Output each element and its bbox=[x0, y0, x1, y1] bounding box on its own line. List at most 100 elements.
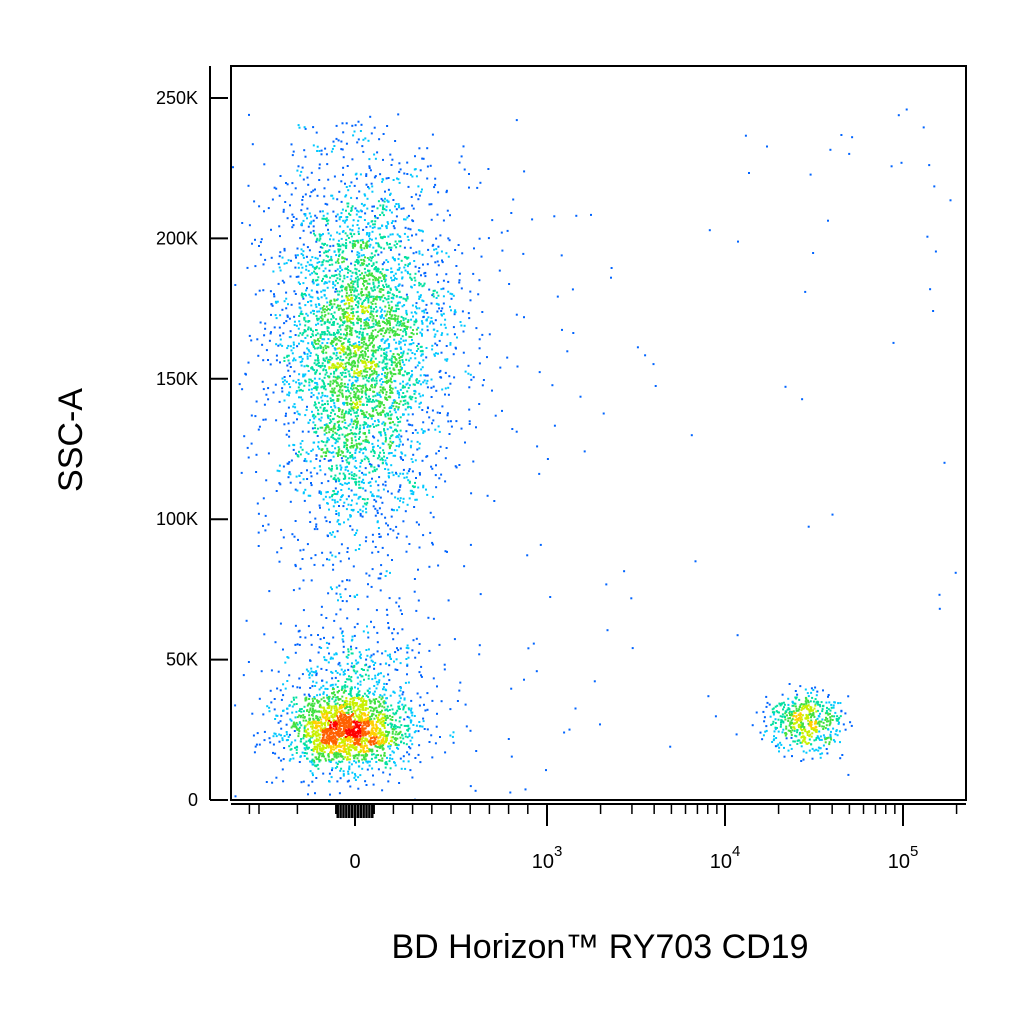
event-dot bbox=[368, 258, 371, 261]
event-dot bbox=[331, 769, 333, 772]
event-dot bbox=[339, 225, 342, 228]
event-dot bbox=[400, 351, 403, 354]
event-dot bbox=[349, 392, 352, 395]
event-dot bbox=[391, 314, 394, 317]
event-dot bbox=[317, 346, 320, 349]
event-dot bbox=[325, 732, 328, 735]
event-dot bbox=[341, 420, 344, 423]
event-dot bbox=[349, 409, 352, 412]
event-dot bbox=[326, 491, 329, 493]
event-dot bbox=[339, 464, 342, 467]
event-dot bbox=[336, 492, 339, 495]
event-dot bbox=[414, 429, 417, 432]
event-dot bbox=[446, 209, 449, 212]
event-dot bbox=[290, 259, 292, 262]
event-dot bbox=[302, 256, 305, 259]
event-dot bbox=[315, 353, 318, 356]
event-dot bbox=[342, 713, 345, 716]
event-dot bbox=[394, 449, 397, 452]
event-dot bbox=[292, 150, 295, 153]
event-dot bbox=[399, 484, 402, 487]
event-dot bbox=[309, 460, 312, 463]
event-dot bbox=[417, 381, 420, 384]
event-dot bbox=[406, 382, 409, 385]
event-dot bbox=[355, 502, 358, 505]
event-dot bbox=[405, 325, 408, 328]
event-dot bbox=[322, 692, 325, 695]
event-dot bbox=[371, 748, 374, 751]
event-dot bbox=[356, 682, 359, 685]
event-dot bbox=[255, 453, 258, 456]
event-dot bbox=[307, 225, 310, 228]
event-dot bbox=[365, 536, 368, 539]
event-dot bbox=[305, 312, 308, 315]
event-dot bbox=[288, 394, 290, 397]
event-dot bbox=[311, 727, 314, 730]
event-dot bbox=[292, 346, 295, 349]
event-dot bbox=[350, 344, 353, 347]
event-dot bbox=[349, 353, 352, 356]
event-dot bbox=[375, 724, 378, 727]
event-dot bbox=[461, 252, 464, 255]
event-dot bbox=[324, 724, 326, 727]
event-dot bbox=[377, 284, 380, 287]
event-dot bbox=[408, 497, 411, 500]
event-dot bbox=[329, 731, 332, 734]
event-dot bbox=[420, 354, 423, 357]
event-dot bbox=[304, 337, 307, 339]
event-dot bbox=[365, 386, 367, 389]
event-dot bbox=[385, 209, 388, 212]
event-dot bbox=[384, 398, 387, 401]
event-dot bbox=[335, 365, 338, 368]
event-dot bbox=[391, 402, 394, 405]
event-dot bbox=[398, 301, 401, 304]
event-dot bbox=[316, 145, 319, 148]
event-dot bbox=[282, 210, 285, 213]
event-dot bbox=[333, 303, 336, 306]
event-dot bbox=[371, 185, 374, 188]
event-dot bbox=[304, 373, 307, 376]
event-dot bbox=[343, 375, 346, 378]
event-dot bbox=[354, 478, 357, 481]
event-dot bbox=[338, 273, 341, 276]
event-dot bbox=[329, 380, 332, 383]
event-dot bbox=[339, 248, 342, 251]
event-dot bbox=[335, 438, 338, 441]
event-dot bbox=[262, 497, 265, 500]
event-dot bbox=[389, 410, 392, 413]
event-dot bbox=[430, 378, 433, 381]
event-dot bbox=[354, 726, 357, 729]
event-dot bbox=[406, 472, 409, 475]
event-dot bbox=[322, 772, 325, 775]
event-dot bbox=[339, 728, 342, 731]
event-dot bbox=[337, 710, 340, 713]
event-dot bbox=[391, 355, 394, 358]
event-dot bbox=[372, 339, 375, 342]
event-dot bbox=[348, 477, 351, 480]
event-dot bbox=[434, 183, 437, 186]
event-dot bbox=[377, 420, 380, 423]
event-dot bbox=[280, 528, 283, 531]
event-dot bbox=[368, 339, 371, 342]
event-dot bbox=[360, 244, 363, 246]
event-dot bbox=[408, 735, 411, 738]
event-dot bbox=[421, 310, 424, 313]
event-dot bbox=[316, 719, 319, 721]
event-dot bbox=[358, 317, 361, 320]
event-dot bbox=[361, 331, 364, 334]
event-dot bbox=[313, 441, 316, 444]
event-dot bbox=[386, 125, 389, 127]
event-dot bbox=[425, 488, 427, 491]
event-dot bbox=[351, 456, 354, 459]
event-dot bbox=[387, 188, 390, 191]
event-dot bbox=[418, 442, 421, 445]
event-dot bbox=[267, 398, 270, 401]
event-dot bbox=[396, 302, 399, 305]
event-dot bbox=[342, 770, 345, 773]
event-dot bbox=[355, 709, 358, 712]
event-dot bbox=[345, 286, 348, 289]
event-dot bbox=[301, 360, 304, 363]
event-dot bbox=[352, 409, 355, 412]
event-dot bbox=[382, 368, 385, 371]
event-dot bbox=[403, 697, 406, 700]
